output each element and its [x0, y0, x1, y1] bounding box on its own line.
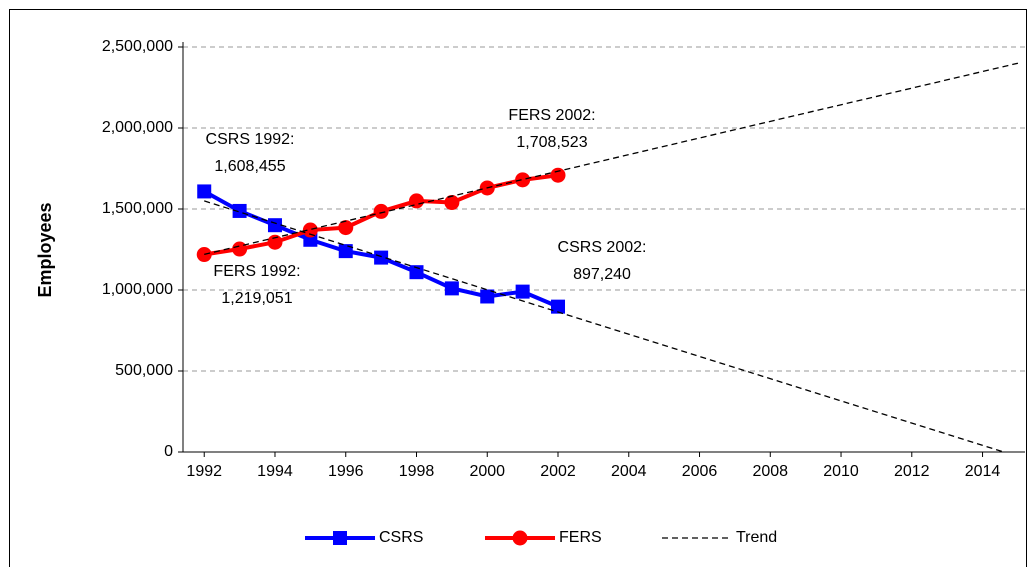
legend-marker: [512, 530, 528, 546]
point: [267, 234, 283, 250]
annotation: CSRS 1992:: [206, 131, 295, 148]
annotation: 1,608,455: [214, 158, 285, 175]
legend-item: CSRS: [305, 529, 423, 546]
point: [302, 222, 318, 238]
annotation: 1,219,051: [221, 290, 292, 307]
y-tick-label: 2,000,000: [102, 119, 173, 136]
point: [374, 250, 389, 265]
y-tick-label: 0: [164, 443, 173, 460]
point: [409, 265, 424, 280]
x-tick-label: 2010: [823, 463, 859, 480]
trend-line: [204, 62, 1019, 255]
legend-item: Trend: [662, 529, 777, 546]
annotation: 1,708,523: [516, 134, 587, 151]
annotation: 897,240: [573, 266, 631, 283]
x-tick-label: 2008: [752, 463, 788, 480]
point: [338, 220, 354, 236]
y-tick-label: 500,000: [115, 362, 173, 379]
legend-label: CSRS: [379, 529, 423, 546]
point: [480, 289, 495, 304]
legend-label: Trend: [736, 529, 777, 546]
x-tick-label: 1992: [186, 463, 222, 480]
x-tick-label: 2000: [469, 463, 505, 480]
point: [232, 203, 247, 218]
y-axis-label: Employees: [35, 202, 55, 297]
point: [338, 244, 353, 259]
point: [197, 184, 212, 199]
point: [515, 284, 530, 299]
point: [444, 195, 460, 211]
x-tick-label: 2004: [611, 463, 647, 480]
x-tick-label: 1998: [399, 463, 435, 480]
x-tick-label: 2012: [894, 463, 930, 480]
point: [515, 172, 531, 188]
x-tick-label: 1994: [257, 463, 293, 480]
annotation: CSRS 2002:: [558, 239, 647, 256]
point: [196, 247, 212, 263]
annotation: FERS 2002:: [508, 107, 595, 124]
legend-marker: [333, 531, 347, 545]
point: [408, 193, 424, 209]
legend-label: FERS: [559, 529, 602, 546]
annotation: FERS 1992:: [213, 263, 300, 280]
point: [267, 218, 282, 233]
x-tick-label: 2006: [682, 463, 718, 480]
y-tick-label: 1,500,000: [102, 200, 173, 217]
y-tick-label: 2,500,000: [102, 38, 173, 55]
point: [232, 241, 248, 257]
y-tick-label: 1,000,000: [102, 281, 173, 298]
point: [444, 281, 459, 296]
point: [550, 167, 566, 183]
point: [551, 299, 566, 314]
point: [373, 203, 389, 219]
x-tick-label: 2002: [540, 463, 576, 480]
x-tick-label: 1996: [328, 463, 364, 480]
x-tick-label: 2014: [965, 463, 1001, 480]
legend-item: FERS: [485, 529, 602, 546]
chart-border: [9, 9, 1027, 567]
